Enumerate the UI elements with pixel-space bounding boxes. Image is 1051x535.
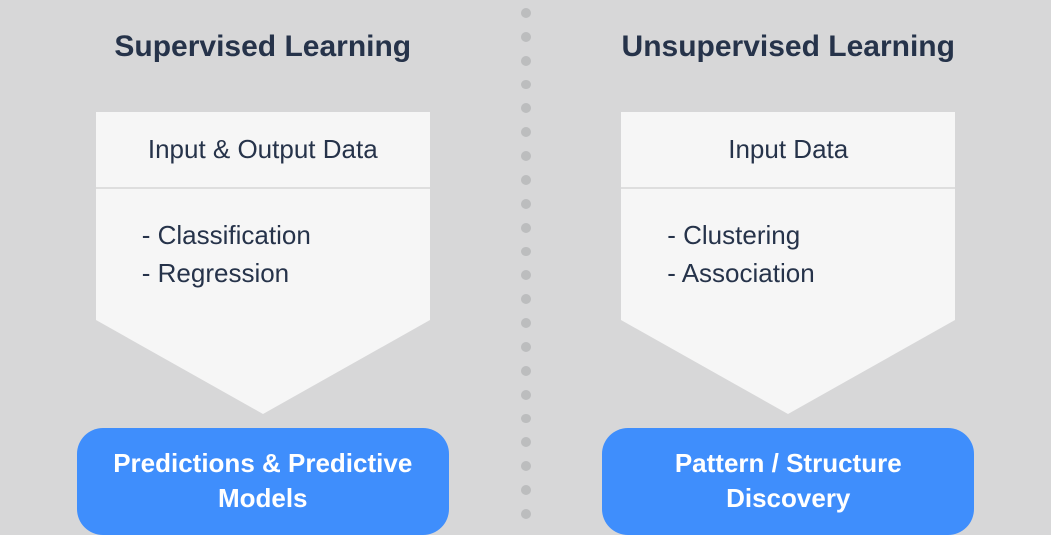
- divider-dot: [521, 127, 531, 137]
- divider-dot: [521, 199, 531, 209]
- unsupervised-methods: - Clustering - Association: [621, 189, 955, 320]
- divider-dot: [521, 56, 531, 66]
- supervised-method-0: - Classification: [142, 217, 420, 255]
- divider-dot: [521, 294, 531, 304]
- divider-dot: [521, 509, 531, 519]
- divider-dot: [521, 270, 531, 280]
- unsupervised-data-label: Input Data: [621, 112, 955, 189]
- divider-dot: [521, 342, 531, 352]
- divider-dot: [521, 437, 531, 447]
- vertical-dotted-divider: [521, 0, 531, 519]
- divider-dot: [521, 485, 531, 495]
- divider-dot: [521, 151, 531, 161]
- divider-dot: [521, 414, 531, 424]
- divider-dot: [521, 366, 531, 376]
- diagram-container: Supervised Learning Input & Output Data …: [0, 0, 1051, 519]
- supervised-column: Supervised Learning Input & Output Data …: [0, 0, 526, 519]
- supervised-data-label: Input & Output Data: [96, 112, 430, 189]
- unsupervised-flow-box: Input Data - Clustering - Association: [621, 112, 955, 320]
- unsupervised-title: Unsupervised Learning: [622, 30, 955, 64]
- supervised-arrow-icon: [96, 320, 430, 414]
- divider-dot: [521, 461, 531, 471]
- divider-dot: [521, 175, 531, 185]
- supervised-methods: - Classification - Regression: [96, 189, 430, 320]
- unsupervised-column: Unsupervised Learning Input Data - Clust…: [526, 0, 1051, 519]
- divider-dot: [521, 80, 531, 90]
- supervised-title: Supervised Learning: [114, 30, 411, 64]
- unsupervised-method-0: - Clustering: [667, 217, 945, 255]
- divider-dot: [521, 390, 531, 400]
- supervised-flow-box: Input & Output Data - Classification - R…: [96, 112, 430, 320]
- divider-dot: [521, 318, 531, 328]
- divider-dot: [521, 103, 531, 113]
- divider-dot: [521, 223, 531, 233]
- divider-dot: [521, 8, 531, 18]
- divider-dot: [521, 32, 531, 42]
- unsupervised-method-1: - Association: [667, 255, 945, 293]
- supervised-method-1: - Regression: [142, 255, 420, 293]
- divider-dot: [521, 247, 531, 257]
- unsupervised-arrow-icon: [621, 320, 955, 414]
